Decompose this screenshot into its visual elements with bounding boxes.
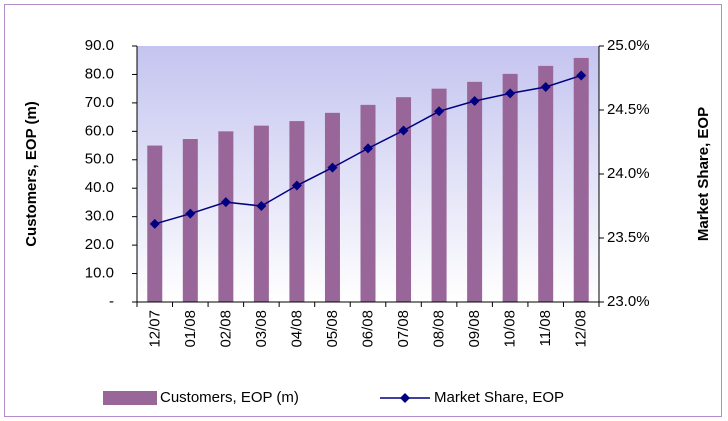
y2-tick-label: 24.0%: [607, 165, 650, 182]
line-marker: [540, 81, 551, 92]
legend-marker: [400, 393, 410, 403]
line-marker: [256, 201, 267, 211]
y-tick-label: 30.0: [85, 208, 114, 225]
line-marker: [220, 197, 231, 208]
legend-swatch: [103, 391, 157, 405]
line-marker: [149, 218, 160, 229]
legend-label: Market Share, EOP: [434, 389, 564, 406]
y-tick-label: 20.0: [85, 236, 114, 253]
y-tick-label: 80.0: [85, 65, 114, 82]
bar: [289, 121, 305, 303]
bar: [218, 131, 234, 302]
x-tick-label: 04/08: [288, 310, 305, 348]
line-marker: [291, 180, 302, 191]
x-tick-label: 11/08: [537, 310, 554, 346]
x-tick-label: 02/08: [217, 310, 234, 348]
x-tick-label: 03/08: [253, 310, 270, 348]
x-tick-label: 09/08: [466, 310, 483, 348]
y2-tick-label: 23.0%: [607, 293, 650, 310]
y-tick-label: -: [109, 293, 114, 310]
line-marker: [398, 125, 409, 136]
legend-label: Customers, EOP (m): [160, 389, 299, 406]
y2-axis-label: Market Share, EOP: [695, 107, 712, 241]
line-marker: [363, 143, 373, 154]
x-tick-label: 07/08: [395, 310, 412, 348]
y-tick-label: 60.0: [85, 122, 114, 139]
x-tick-label: 06/08: [360, 310, 377, 348]
x-tick-label: 12/07: [146, 310, 163, 348]
y2-tick-label: 25.0%: [607, 37, 650, 54]
x-tick-label: 05/08: [324, 310, 341, 348]
line-marker: [327, 162, 338, 173]
y-tick-label: 40.0: [85, 179, 114, 196]
x-tick-label: 08/08: [431, 310, 448, 348]
bar: [182, 139, 198, 302]
bar: [538, 65, 554, 303]
x-tick-label: 01/08: [182, 310, 199, 348]
y-tick-label: 90.0: [85, 37, 114, 54]
y2-tick-label: 24.5%: [607, 101, 650, 118]
bar: [573, 57, 589, 302]
bar: [253, 125, 269, 303]
y-tick-label: 70.0: [85, 94, 114, 111]
y-tick-label: 50.0: [85, 151, 114, 168]
bar: [360, 104, 376, 302]
bar: [467, 81, 483, 302]
y-tick-label: 10.0: [85, 265, 114, 282]
line-marker: [505, 88, 516, 99]
bar: [502, 73, 518, 303]
line-marker: [434, 106, 445, 117]
line-marker: [469, 96, 480, 107]
line-marker: [576, 70, 587, 81]
bar: [431, 88, 447, 303]
y-axis-label: Customers, EOP (m): [23, 101, 40, 247]
y2-tick-label: 23.5%: [607, 229, 650, 246]
bar: [324, 112, 340, 302]
line-marker: [185, 208, 196, 219]
bar: [396, 97, 412, 302]
x-tick-label: 10/08: [502, 310, 519, 348]
x-tick-label: 12/08: [573, 310, 590, 348]
